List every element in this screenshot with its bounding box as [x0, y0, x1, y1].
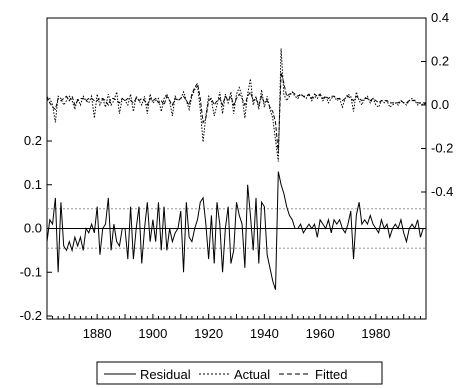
x-axis-tick-label: 1960 — [306, 326, 335, 341]
x-axis-tick-label: 1940 — [250, 326, 279, 341]
right-axis-tick-label: 0.0 — [431, 97, 449, 112]
series-line-residual — [46, 171, 426, 290]
legend-label-residual: Residual — [140, 367, 191, 382]
x-axis-tick-label: 1920 — [194, 326, 223, 341]
x-axis: 1880 1900 1920 1940 1960 1980 — [52, 314, 427, 341]
legend-label-fitted: Fitted — [315, 367, 348, 382]
right-axis-tick-label: 0.2 — [431, 54, 449, 69]
series-line-fitted — [46, 72, 426, 153]
right-axis: 0.4 0.2 0.0 -0.2 -0.4 — [421, 10, 453, 199]
left-axis: 0.2 0.1 0.0 -0.1 -0.2 — [20, 133, 52, 323]
right-axis-tick-label: -0.4 — [431, 184, 453, 199]
left-axis-tick-label: 0.1 — [24, 177, 42, 192]
right-axis-tick-label: 0.4 — [431, 10, 449, 25]
left-axis-tick-label: 0.2 — [24, 133, 42, 148]
plot-frame — [46, 17, 427, 320]
left-axis-tick-label: -0.1 — [20, 264, 42, 279]
left-axis-tick-label: 0.0 — [24, 221, 42, 236]
left-axis-tick-label: -0.2 — [20, 308, 42, 323]
series-line-actual — [46, 48, 427, 162]
legend: Residual Actual Fitted — [96, 361, 383, 385]
series-layer — [46, 48, 427, 290]
x-axis-tick-label: 1880 — [83, 326, 112, 341]
right-axis-tick-label: -0.2 — [431, 141, 453, 156]
legend-box — [96, 361, 383, 385]
x-axis-tick-label: 1980 — [361, 326, 390, 341]
x-axis-tick-label: 1900 — [138, 326, 167, 341]
legend-label-actual: Actual — [234, 367, 270, 382]
